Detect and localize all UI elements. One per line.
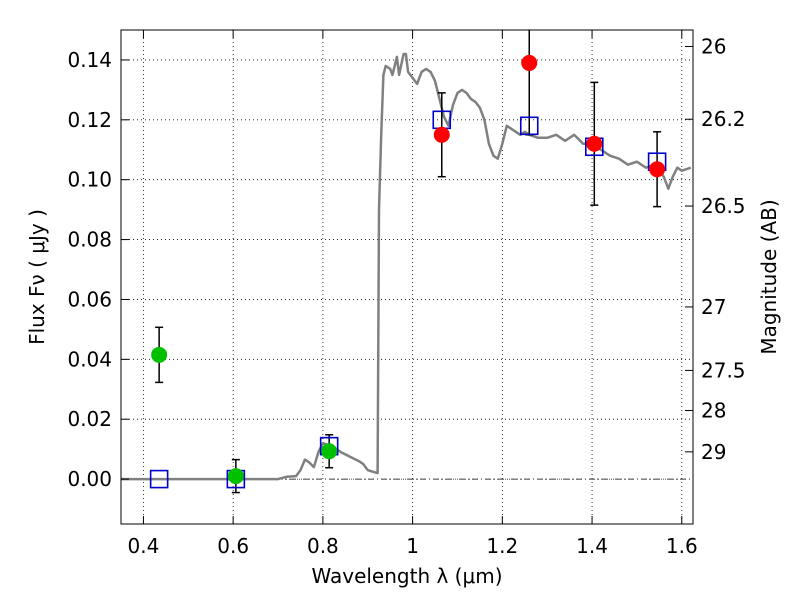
x-tick-label: 1.6 bbox=[666, 534, 698, 558]
ticks: 0.4 0.6 0.8 1 1.2 1.4 1.6 0.00 0.02 0.04 0.06 0.08 0… bbox=[67, 30, 746, 558]
y2-tick-label: 27.5 bbox=[701, 358, 746, 382]
detection-flux-point bbox=[586, 135, 603, 152]
y-tick-label: 0.10 bbox=[67, 168, 112, 192]
detection-flux-point bbox=[433, 126, 450, 143]
y2-tick-label: 29 bbox=[701, 440, 726, 464]
y-tick-label: 0.00 bbox=[67, 467, 112, 491]
y2-axis-label: Magnitude (AB) bbox=[757, 199, 781, 354]
grid bbox=[121, 30, 693, 524]
optical-flux-point bbox=[151, 346, 168, 363]
x-tick-label: 1 bbox=[406, 534, 419, 558]
y2-tick-label: 27 bbox=[701, 295, 726, 319]
x-tick-label: 0.6 bbox=[217, 534, 249, 558]
model-band-point bbox=[149, 469, 169, 489]
optical-flux-point bbox=[321, 443, 338, 460]
series-layer bbox=[121, 30, 692, 494]
y2-tick-label: 26.2 bbox=[701, 107, 746, 131]
y-tick-label: 0.02 bbox=[67, 407, 112, 431]
y-tick-label: 0.04 bbox=[67, 347, 112, 371]
y-tick-label: 0.06 bbox=[67, 287, 112, 311]
y-tick-label: 0.14 bbox=[67, 48, 112, 72]
y-axis-label: Flux Fν ( μJy ) bbox=[25, 209, 49, 345]
optical-flux-point bbox=[227, 468, 244, 485]
model-band-point bbox=[519, 116, 539, 136]
y2-tick-label: 26 bbox=[701, 34, 726, 58]
x-axis-label: Wavelength λ (μm) bbox=[311, 564, 502, 588]
plot-frame bbox=[120, 29, 694, 525]
plot-area bbox=[121, 30, 693, 524]
y2-tick-label: 28 bbox=[701, 399, 726, 423]
y2-tick-label: 26.5 bbox=[701, 194, 746, 218]
x-tick-label: 0.8 bbox=[307, 534, 339, 558]
x-tick-label: 0.4 bbox=[128, 534, 160, 558]
detection-flux-point bbox=[521, 54, 538, 71]
y-tick-label: 0.12 bbox=[67, 108, 112, 132]
detection-flux-point bbox=[649, 161, 666, 178]
y-tick-label: 0.08 bbox=[67, 228, 112, 252]
x-tick-label: 1.2 bbox=[486, 534, 518, 558]
x-tick-label: 1.4 bbox=[576, 534, 608, 558]
